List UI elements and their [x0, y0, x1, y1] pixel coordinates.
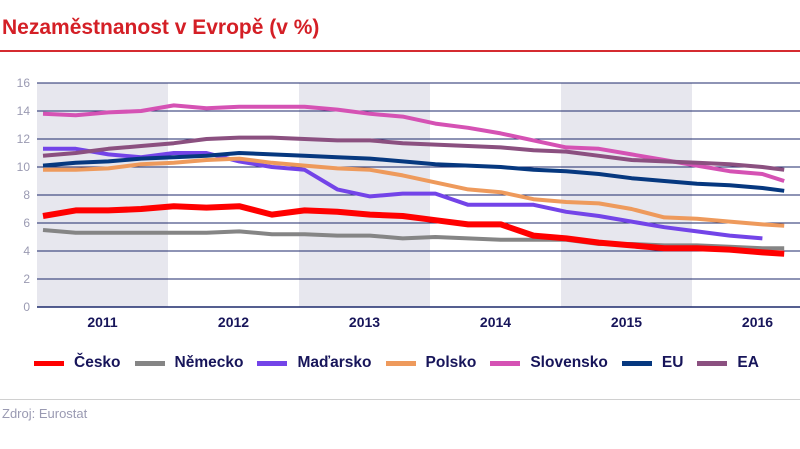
- series-line-EU: [42, 151, 785, 193]
- source-divider: [0, 399, 800, 400]
- x-tick-label: 2013: [349, 314, 380, 330]
- x-tick-label: 2015: [611, 314, 642, 330]
- y-axis-ticks: 0 2 4 6 8 10 12 14 16: [17, 76, 31, 314]
- y-tick-label: 6: [23, 216, 30, 230]
- legend-swatch: [34, 360, 64, 366]
- legend-swatch: [621, 360, 652, 366]
- legend-label: Slovensko: [530, 354, 608, 371]
- y-tick-label: 2: [23, 272, 30, 286]
- legend-item: Maďarsko: [257, 354, 372, 372]
- legend-swatch: [257, 360, 288, 366]
- y-tick-label: 8: [23, 188, 30, 202]
- legend-item: Česko: [34, 354, 121, 372]
- legend-label: EA: [737, 354, 759, 371]
- legend-label: Maďarsko: [297, 354, 372, 371]
- series-line-Česko: [42, 203, 785, 257]
- chart-title: Nezaměstnanost v Evropě (v %): [2, 16, 320, 39]
- y-tick-label: 14: [17, 104, 31, 118]
- y-tick-label: 16: [17, 76, 31, 90]
- x-tick-label: 2014: [480, 314, 511, 330]
- source-note: Zdroj: Eurostat: [2, 406, 88, 421]
- legend-swatch: [385, 360, 416, 366]
- series-lines: [42, 103, 785, 257]
- legend-swatch: [697, 360, 728, 366]
- line-chart: 0 2 4 6 8 10 12 14 16 2011 2012 2013 2014 2015 2016: [17, 76, 800, 330]
- x-tick-label: 2012: [218, 314, 249, 330]
- legend-item: Německo: [134, 354, 244, 372]
- y-tick-label: 12: [17, 132, 31, 146]
- legend-item: EU: [621, 354, 684, 372]
- series-line-Maďarsko: [43, 146, 763, 241]
- series-line-Polsko: [43, 156, 785, 228]
- series-line-EA: [42, 135, 785, 172]
- legend-label: EU: [661, 354, 684, 371]
- legend-label: Polsko: [425, 354, 477, 371]
- y-tick-label: 0: [23, 300, 30, 314]
- title-divider: [0, 50, 800, 52]
- y-tick-label: 4: [23, 244, 30, 258]
- legend-label: Německo: [174, 354, 244, 371]
- legend-swatch: [134, 360, 165, 366]
- x-axis-ticks: 2011 2012 2013 2014 2015 2016: [87, 314, 773, 330]
- legend-item: EA: [697, 354, 759, 372]
- legend-item: Slovensko: [490, 354, 608, 372]
- legend-item: Polsko: [385, 354, 477, 372]
- legend-label: Česko: [74, 354, 121, 371]
- legend-swatch: [490, 360, 521, 366]
- x-tick-label: 2011: [87, 314, 118, 330]
- x-tick-label: 2016: [742, 314, 773, 330]
- y-tick-label: 10: [17, 160, 31, 174]
- legend: Česko Německo Maďarsko Polsko Slovensko EU EA: [34, 354, 773, 372]
